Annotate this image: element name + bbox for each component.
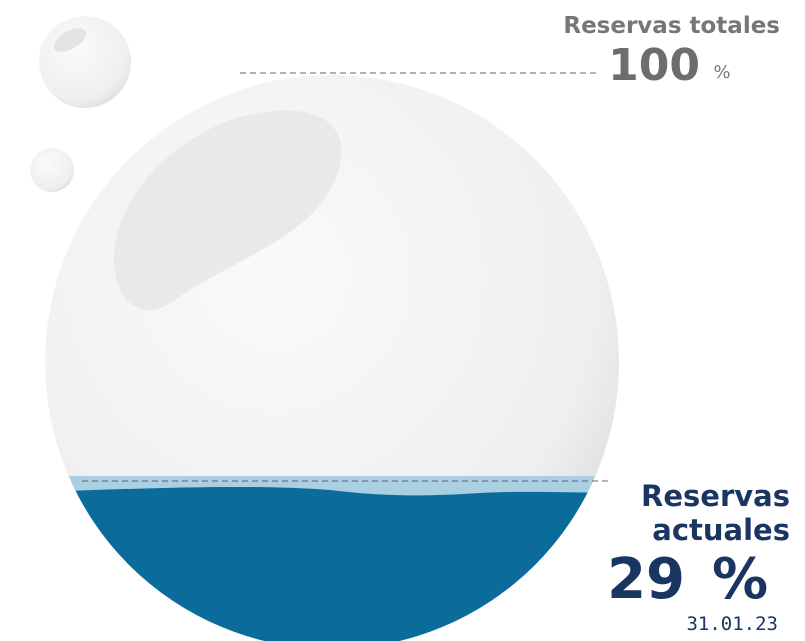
tiny-bubble bbox=[30, 148, 74, 192]
total-label: Reservas totales bbox=[563, 13, 780, 39]
current-label-2: actuales bbox=[652, 513, 790, 547]
current-label-1: Reservas bbox=[641, 479, 790, 513]
water bbox=[45, 476, 619, 641]
current-unit: % bbox=[712, 547, 768, 612]
current-value: 29 bbox=[607, 547, 685, 612]
total-unit: % bbox=[713, 62, 730, 83]
circle-shine bbox=[113, 110, 342, 311]
small-bubble bbox=[39, 16, 131, 108]
bubble-shine bbox=[53, 28, 87, 52]
total-value: 100 bbox=[608, 40, 700, 91]
current-date: 31.01.23 bbox=[686, 613, 778, 635]
water-dark bbox=[45, 486, 619, 641]
